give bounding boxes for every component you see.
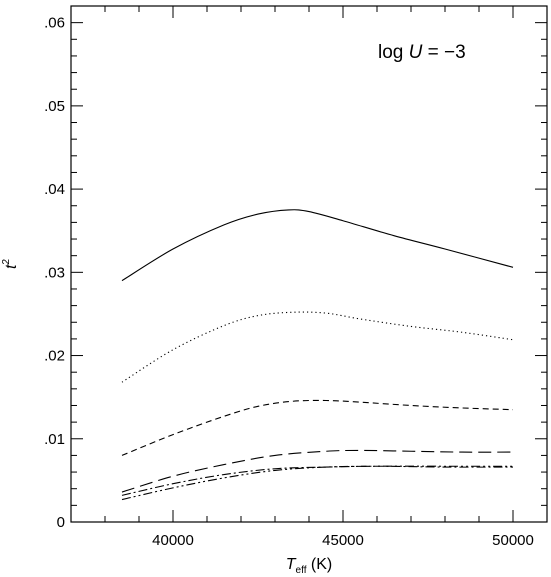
x-axis-subscript: eff [296,565,307,576]
x-tick-label: 40000 [152,532,194,549]
y-tick-label: 0 [57,514,65,531]
annotation-prefix: log [378,42,409,63]
axis-ticks [71,5,548,523]
series-line-long-dashed [121,449,514,493]
x-axis-unit: (K) [306,556,332,573]
series-group [121,209,514,501]
y-tick-label: .06 [44,15,65,32]
series-line-solid [121,209,514,282]
tick-labels: 40000 45000 50000 0 .01 .02 .03 .04 .05 .06 [44,15,534,549]
y-axis-superscript: 2 [1,259,12,265]
annotation-suffix: = −3 [422,42,465,63]
y-axis-label: t2 [1,259,20,269]
series-line-dashed [121,399,514,456]
y-tick-label: .02 [44,348,65,365]
y-axis-symbol: t [3,264,20,269]
series-line-dotted [121,311,514,383]
series-line-dash-dot-dot [121,465,513,501]
y-tick-label: .01 [44,431,65,448]
y-tick-label: .04 [44,181,65,198]
y-tick-label: .05 [44,98,65,115]
series-line-dash-dot [121,465,514,496]
x-axis-symbol: T [286,556,297,573]
plot-frame [70,5,548,523]
x-tick-label: 45000 [322,532,364,549]
x-tick-label: 50000 [492,532,534,549]
annotation-log-u: log U = −3 [378,42,466,63]
x-axis-label: Teff (K) [286,556,333,576]
y-tick-label: .03 [44,264,65,281]
annotation-variable: U [409,42,423,63]
